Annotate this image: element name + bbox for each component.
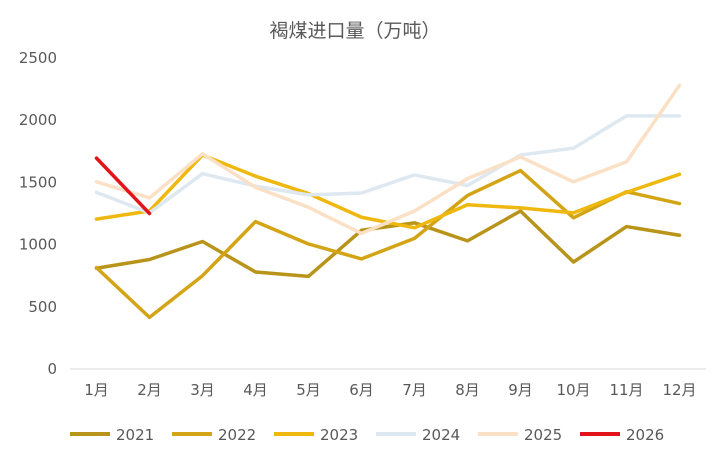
x-tick-label: 3月 bbox=[190, 381, 215, 399]
x-tick-label: 1月 bbox=[84, 381, 109, 399]
legend-label: 2022 bbox=[218, 426, 256, 444]
series-layer bbox=[94, 83, 682, 320]
x-tick-label: 11月 bbox=[609, 381, 643, 399]
series-line-2023 bbox=[94, 153, 682, 230]
legend-label: 2025 bbox=[524, 426, 562, 444]
y-axis-ticks: 0 500 1000 1500 2000 2500 bbox=[19, 49, 57, 378]
series-line-2022 bbox=[94, 168, 682, 320]
x-tick-label: 8月 bbox=[455, 381, 480, 399]
series-line-2021 bbox=[94, 209, 682, 279]
x-tick-label: 5月 bbox=[296, 381, 321, 399]
series-line-2026 bbox=[94, 156, 152, 216]
x-axis-ticks: 1月 2月 3月 4月 5月 6月 7月 8月 9月 10月 11月 12月 bbox=[84, 381, 696, 399]
x-tick-label: 10月 bbox=[556, 381, 590, 399]
y-tick-label: 0 bbox=[47, 360, 57, 378]
chart-title: 褐煤进口量（万吨） bbox=[269, 20, 440, 42]
x-tick-label: 6月 bbox=[349, 381, 374, 399]
series-line-2024 bbox=[94, 114, 682, 215]
y-tick-label: 500 bbox=[28, 298, 57, 316]
legend-label: 2024 bbox=[422, 426, 460, 444]
legend-label: 2021 bbox=[116, 426, 154, 444]
x-tick-label: 2月 bbox=[137, 381, 162, 399]
x-tick-label: 12月 bbox=[662, 381, 696, 399]
legend: 2021 2022 2023 2024 2025 2026 bbox=[70, 426, 664, 444]
y-tick-label: 2500 bbox=[19, 49, 57, 67]
series-line-2025 bbox=[94, 83, 682, 236]
y-tick-label: 1000 bbox=[19, 236, 57, 254]
legend-label: 2026 bbox=[626, 426, 664, 444]
y-tick-label: 1500 bbox=[19, 173, 57, 191]
x-tick-label: 4月 bbox=[243, 381, 268, 399]
y-tick-label: 2000 bbox=[19, 111, 57, 129]
legend-label: 2023 bbox=[320, 426, 358, 444]
x-tick-label: 9月 bbox=[508, 381, 533, 399]
x-tick-label: 7月 bbox=[402, 381, 427, 399]
